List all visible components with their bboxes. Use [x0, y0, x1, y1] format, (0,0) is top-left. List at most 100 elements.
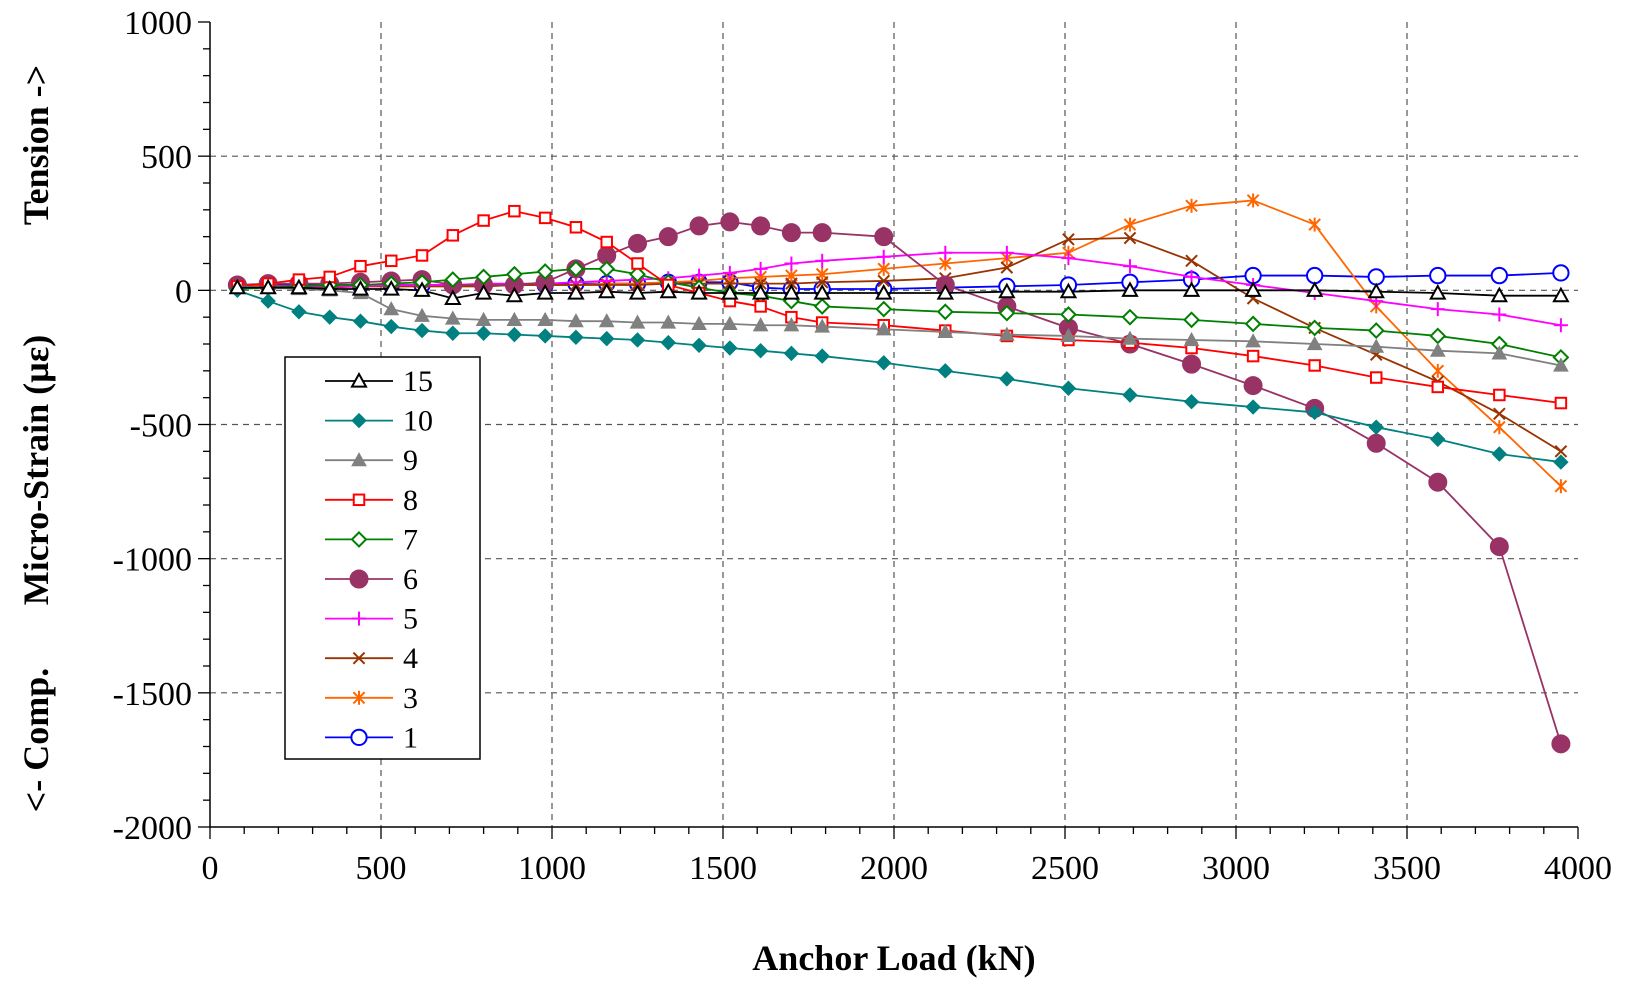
data-point [937, 323, 954, 339]
data-point [629, 314, 646, 329]
data-point [783, 345, 800, 362]
data-point [1489, 537, 1509, 557]
x-tick-label: 2500 [1031, 850, 1099, 887]
data-point [815, 253, 830, 268]
data-point [475, 311, 492, 326]
y-tick-label: 0 [175, 273, 192, 310]
data-point [1428, 472, 1448, 492]
data-point [1243, 376, 1263, 396]
data-point [1490, 266, 1508, 285]
legend-item-8: 8 [325, 484, 418, 517]
data-point [350, 728, 368, 747]
data-point [1308, 359, 1321, 372]
data-point [812, 223, 832, 243]
axes: 0 500 1000 1500 2000 2500 3000 3500 4000-2000-15… [113, 5, 1612, 887]
x-tick-label: 0 [202, 850, 219, 887]
data-point [569, 221, 583, 234]
data-point [783, 317, 800, 332]
data-point [754, 277, 767, 290]
data-point [291, 304, 307, 320]
data-point [1490, 286, 1509, 303]
data-point [1368, 419, 1384, 435]
data-point [691, 337, 707, 354]
series-line [237, 285, 1562, 367]
data-point [1122, 330, 1138, 345]
data-point [1306, 266, 1324, 285]
data-point [382, 279, 400, 296]
data-point [1551, 734, 1571, 754]
data-point [1430, 302, 1445, 317]
data-point [351, 452, 367, 467]
data-point [1553, 454, 1569, 470]
y-axis-title-comp: <- Comp. [16, 668, 56, 813]
series-9 [229, 278, 1569, 372]
y-axis-title-main: Micro-Strain (µε) [16, 335, 56, 605]
data-point [1245, 333, 1261, 348]
data-point [999, 245, 1014, 260]
data-point [260, 293, 276, 309]
data-point [1244, 315, 1262, 333]
data-point [691, 315, 707, 330]
data-point [1554, 396, 1568, 410]
data-point [751, 283, 770, 300]
y-axis-title-tension: Tension -> [16, 65, 56, 225]
data-point [722, 340, 738, 356]
data-point [723, 277, 737, 290]
data-point [752, 343, 769, 359]
data-point [600, 235, 613, 249]
data-point [721, 315, 738, 330]
legend-item-7: 7 [325, 523, 418, 556]
data-point [383, 318, 399, 335]
data-point [352, 651, 366, 665]
data-point [1429, 342, 1446, 357]
data-point [877, 261, 891, 276]
data-point [506, 311, 523, 326]
data-point [1305, 281, 1324, 297]
data-point [475, 325, 492, 341]
data-point [813, 283, 831, 300]
data-point-stroke [723, 277, 737, 290]
data-point [1493, 420, 1506, 435]
data-point [1429, 266, 1447, 285]
data-point [781, 223, 801, 243]
data-point [537, 311, 554, 326]
legend: 15 10 9 8 7 6 5 4 3 1 [284, 356, 481, 760]
data-point [1553, 357, 1569, 372]
series-10 [229, 282, 1569, 470]
data-point [936, 283, 954, 300]
data-point [598, 313, 615, 328]
legend-item-3: 3 [325, 682, 418, 715]
legend-label: 9 [403, 444, 418, 477]
y-tick-label: -500 [130, 408, 192, 445]
data-point [937, 363, 954, 379]
legend-label: 8 [403, 484, 418, 517]
data-point [936, 303, 954, 321]
data-point [1060, 327, 1077, 343]
data-point-stroke [785, 277, 798, 290]
data-point [1367, 322, 1385, 339]
data-point-stroke [352, 651, 366, 665]
data-point [629, 332, 646, 348]
data-point [1244, 281, 1262, 297]
y-tick-label: -1500 [113, 676, 192, 713]
data-point [444, 310, 461, 325]
data-point [1182, 281, 1201, 297]
data-point [599, 330, 615, 347]
data-point [659, 282, 677, 299]
data-point [782, 283, 801, 300]
series-layer [227, 193, 1571, 754]
data-point [1308, 217, 1321, 232]
data-point [720, 212, 740, 232]
data-point [752, 317, 769, 332]
data-point [722, 265, 737, 280]
data-point [474, 283, 493, 300]
data-point [536, 283, 554, 300]
data-point-stroke [1554, 445, 1568, 458]
data-point [1369, 371, 1383, 384]
data-point [1246, 349, 1260, 363]
data-point [1246, 193, 1260, 208]
data-point [813, 298, 831, 315]
data-point [1000, 261, 1014, 274]
data-point [814, 318, 831, 333]
